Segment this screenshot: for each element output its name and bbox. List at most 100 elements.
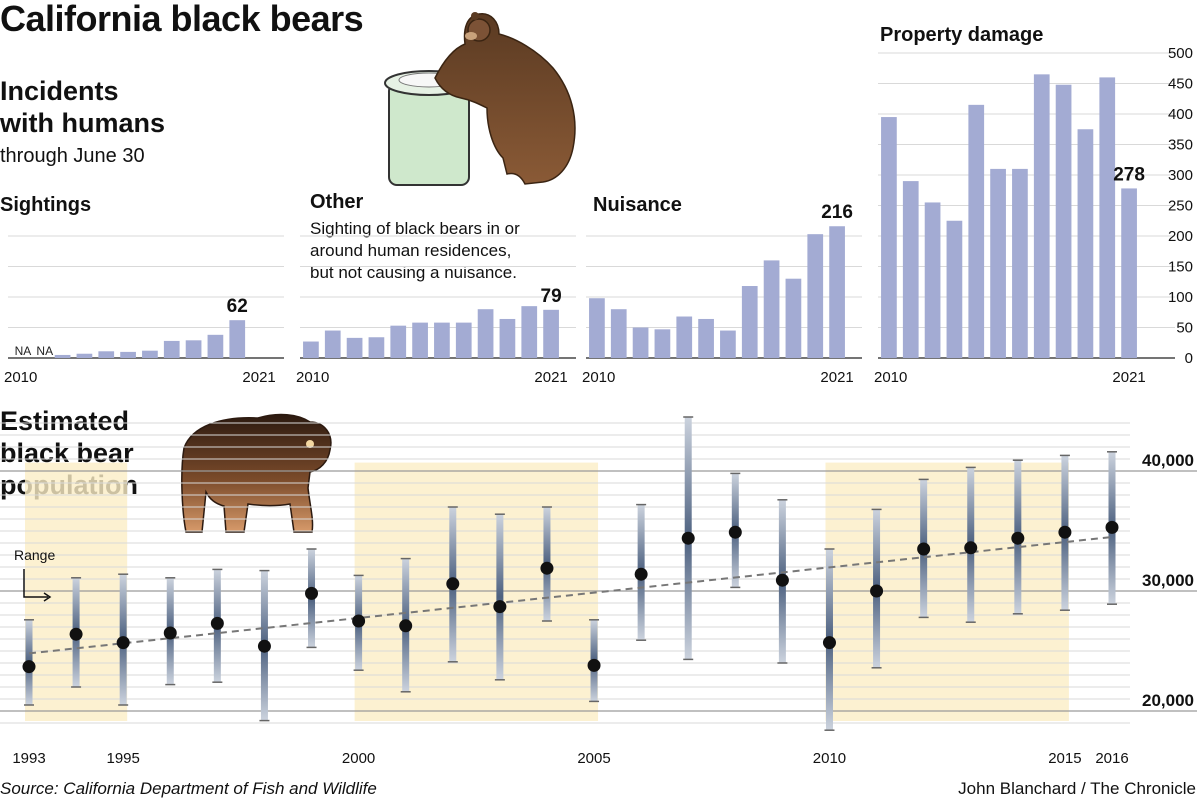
population-point <box>305 586 319 600</box>
property-damage-y-tick: 300 <box>1168 167 1193 184</box>
other-note-line1: Sighting of black bears in or <box>310 219 520 238</box>
sightings-title: Sightings <box>0 194 92 216</box>
property-damage-title: Property damage <box>880 24 1044 46</box>
other-bar <box>346 337 363 358</box>
property-damage-bar <box>881 117 897 358</box>
population-point <box>493 600 507 614</box>
population-point <box>964 541 978 555</box>
nuisance-title: Nuisance <box>593 194 682 216</box>
population-range-bar <box>496 514 504 680</box>
property-damage-y-tick: 400 <box>1168 106 1193 123</box>
nuisance-bar <box>720 330 736 358</box>
population-point <box>1011 531 1025 545</box>
other-bar <box>455 322 472 358</box>
bear-snout <box>465 32 477 40</box>
other-title: Other <box>310 191 364 213</box>
population-point <box>1058 525 1072 539</box>
population-x-tick: 1995 <box>106 750 139 767</box>
other-bar <box>412 322 428 358</box>
population-heading-line1: Estimated <box>0 406 130 436</box>
other-bar <box>499 318 516 358</box>
incidents-heading-line1: Incidents <box>0 76 119 106</box>
other-tick-start: 2010 <box>296 369 329 386</box>
population-point <box>69 627 83 641</box>
property-damage-y-tick: 100 <box>1168 289 1193 306</box>
incidents-heading: Incidents with humans <box>0 75 165 139</box>
population-y-label: 20,000 <box>1142 691 1194 710</box>
property-damage-y-tick: 250 <box>1168 198 1193 215</box>
range-annotation: Range <box>14 547 55 563</box>
property-damage-bar <box>924 202 941 358</box>
nuisance-bar <box>654 329 671 358</box>
population-point <box>1105 520 1119 534</box>
sightings-bar <box>142 350 158 358</box>
property-damage-y-tick: 450 <box>1168 76 1193 93</box>
population-point <box>540 561 554 575</box>
other-bar <box>390 325 407 358</box>
other-note: Sighting of black bears in or around hum… <box>310 218 520 284</box>
nuisance-bar <box>763 260 780 358</box>
property-damage-bar <box>1099 77 1116 359</box>
property-damage-y-tick: 50 <box>1176 320 1193 337</box>
nuisance-bar <box>829 226 845 358</box>
population-y-label: 40,000 <box>1142 451 1194 470</box>
population-point <box>210 616 224 630</box>
other-value-label: 79 <box>541 286 562 307</box>
property-damage-bar <box>1077 129 1094 358</box>
other-bar <box>324 330 341 358</box>
property-damage-bar <box>968 104 985 358</box>
other-bar <box>368 337 385 358</box>
property-damage-y-tick: 200 <box>1168 228 1193 245</box>
population-point <box>775 573 789 587</box>
source-note: Source: California Department of Fish an… <box>0 779 377 798</box>
nuisance-bar <box>741 286 758 358</box>
property-damage-bar <box>946 220 963 358</box>
other-bar <box>303 341 319 358</box>
sightings-panel: NA NA 62 2010 2021 <box>4 235 284 386</box>
property-damage-y-tick: 150 <box>1168 259 1193 276</box>
population-chart: 40,000 30,000 20,000 Range 1993 1995 2000 2005 2… <box>0 416 1197 767</box>
bear-silhouette <box>181 413 332 533</box>
sightings-tick-start: 2010 <box>4 369 37 386</box>
sightings-bar <box>54 354 71 358</box>
standing-bear-illustration <box>181 413 332 533</box>
sightings-value-label: 62 <box>227 296 248 317</box>
sightings-tick-end: 2021 <box>242 369 275 386</box>
nuisance-bar <box>589 298 605 358</box>
other-bar <box>434 322 450 358</box>
property-damage-bar <box>990 168 1006 358</box>
population-trend-line <box>28 536 1113 655</box>
sightings-na-label: NA <box>36 344 53 358</box>
property-damage-bar <box>1055 84 1072 358</box>
population-x-tick: 2000 <box>342 750 375 767</box>
nuisance-panel: 216 2010 2021 <box>582 202 862 386</box>
property-damage-bar <box>1012 168 1028 358</box>
nuisance-tick-end: 2021 <box>820 369 853 386</box>
sightings-bar <box>229 320 246 358</box>
nuisance-bar <box>698 318 714 358</box>
property-damage-panel: 278 2010 2021 <box>874 52 1175 386</box>
property-damage-value-label: 278 <box>1113 164 1145 185</box>
other-bar <box>477 309 494 358</box>
population-point <box>917 542 931 556</box>
property-damage-bar <box>902 181 919 358</box>
population-x-tick: 2005 <box>577 750 610 767</box>
population-point <box>681 531 695 545</box>
nuisance-value-label: 216 <box>821 202 853 223</box>
nuisance-bar <box>785 278 802 358</box>
other-note-line2: around human residences, <box>310 241 512 260</box>
population-point <box>870 584 884 598</box>
nuisance-bar <box>676 316 693 358</box>
population-point <box>728 525 742 539</box>
other-tick-end: 2021 <box>534 369 567 386</box>
bear-ear <box>471 12 479 20</box>
property-damage-tick-end: 2021 <box>1112 369 1145 386</box>
other-note-line3: but not causing a nuisance. <box>310 263 517 282</box>
nuisance-tick-start: 2010 <box>582 369 615 386</box>
population-point <box>399 619 413 633</box>
incidents-subtitle: through June 30 <box>0 145 145 167</box>
incident-bar-charts: NA NA 62 2010 2021 79 2010 2021 216 2010 2021 278 20… <box>4 45 1193 386</box>
population-x-tick: 1993 <box>12 750 45 767</box>
sightings-na-label: NA <box>15 344 32 358</box>
population-y-label: 30,000 <box>1142 571 1194 590</box>
